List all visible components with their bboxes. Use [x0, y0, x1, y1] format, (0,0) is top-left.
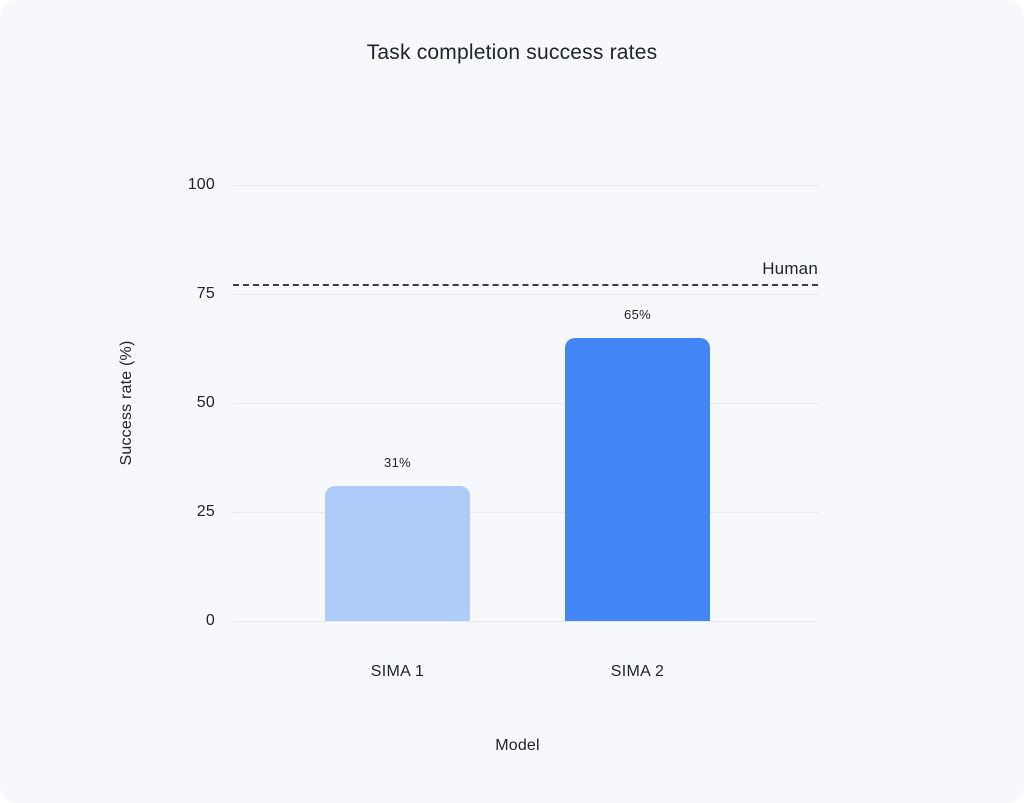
gridline-75 — [233, 294, 818, 295]
y-tick-label-25: 25 — [196, 503, 215, 520]
gridline-0 — [233, 621, 818, 622]
x-tick-label: SIMA 2 — [610, 663, 665, 680]
y-tick-label-50: 50 — [196, 394, 215, 411]
y-axis-title: Success rate (%) — [118, 340, 135, 466]
human-reference-label: Human — [762, 259, 818, 279]
gridline-50 — [233, 403, 818, 404]
bar-sima-2 — [565, 337, 710, 621]
y-tick-label-0: 0 — [205, 612, 215, 629]
x-tick-label: SIMA 1 — [370, 663, 425, 680]
gridline-25 — [233, 512, 818, 513]
gridline-100 — [233, 185, 818, 186]
x-axis-title: Model — [495, 737, 540, 754]
y-tick-label-100: 100 — [187, 176, 215, 193]
bar-value-label: 31% — [384, 454, 411, 470]
bar-sima-1 — [325, 485, 470, 621]
chart-title: Task completion success rates — [366, 41, 658, 64]
bar-value-label: 65% — [624, 306, 651, 322]
human-reference-line — [233, 284, 818, 287]
y-tick-label-75: 75 — [196, 285, 215, 302]
